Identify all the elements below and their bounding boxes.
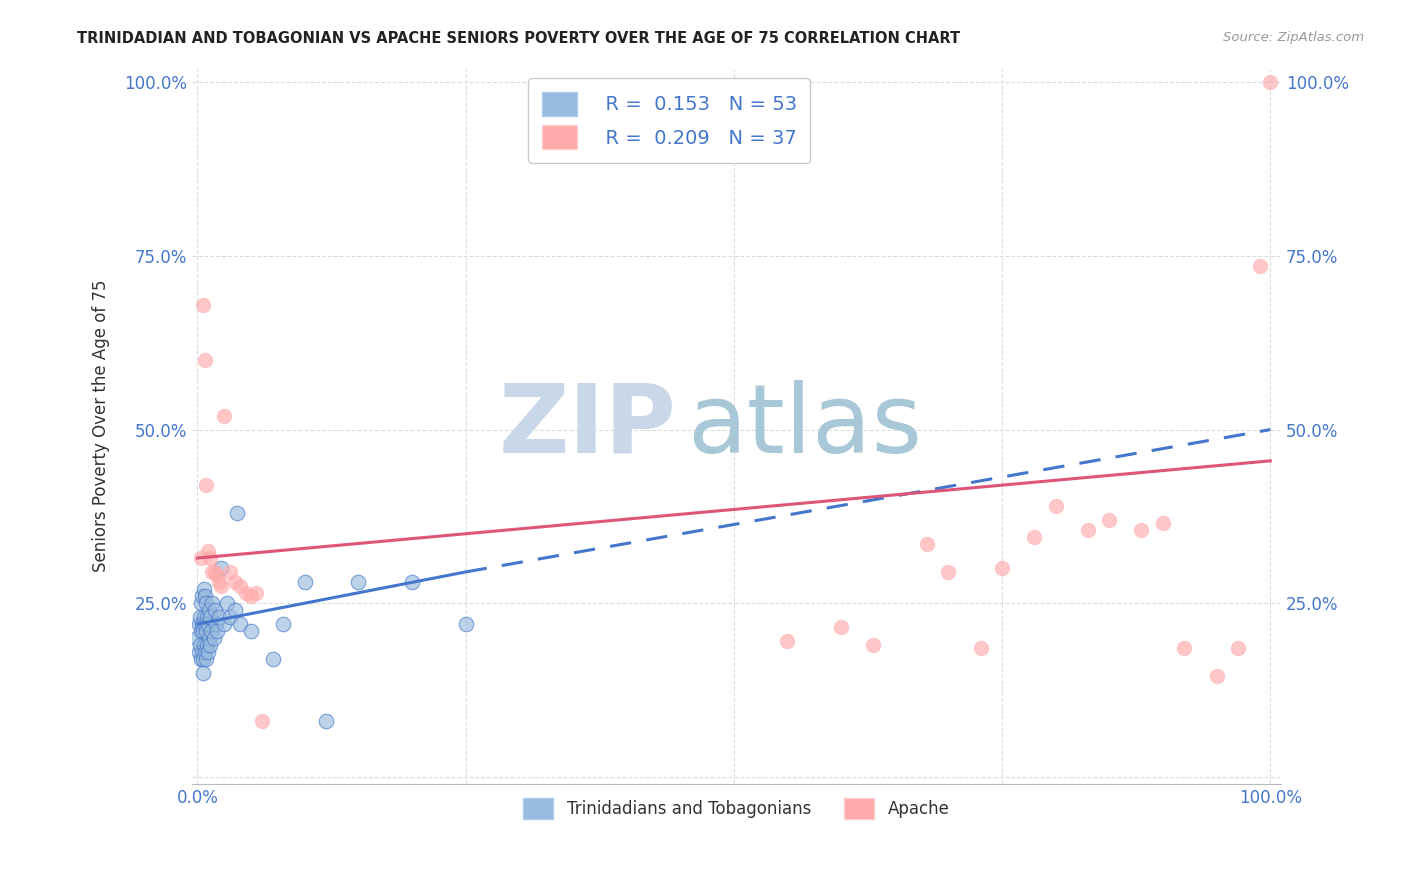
Point bbox=[830, 620, 852, 634]
Point bbox=[208, 610, 231, 624]
Point bbox=[226, 506, 249, 520]
Point bbox=[198, 603, 221, 617]
Point bbox=[938, 565, 960, 579]
Point bbox=[190, 645, 212, 659]
Point bbox=[1205, 669, 1227, 683]
Legend: Trinidadians and Tobagonians, Apache: Trinidadians and Tobagonians, Apache bbox=[517, 792, 956, 825]
Point bbox=[294, 575, 316, 590]
Point bbox=[240, 624, 263, 638]
Point bbox=[454, 617, 477, 632]
Point bbox=[187, 645, 209, 659]
Point bbox=[197, 617, 219, 632]
Point bbox=[1045, 499, 1067, 513]
Point bbox=[202, 631, 225, 645]
Text: TRINIDADIAN AND TOBAGONIAN VS APACHE SENIORS POVERTY OVER THE AGE OF 75 CORRELAT: TRINIDADIAN AND TOBAGONIAN VS APACHE SEN… bbox=[77, 31, 960, 46]
Point bbox=[186, 631, 208, 645]
Point bbox=[200, 638, 222, 652]
Point bbox=[190, 617, 212, 632]
Point bbox=[195, 596, 218, 610]
Point bbox=[195, 638, 218, 652]
Point bbox=[191, 297, 214, 311]
Point bbox=[224, 603, 246, 617]
Point bbox=[208, 575, 231, 590]
Point bbox=[197, 544, 219, 558]
Point bbox=[224, 575, 246, 590]
Point bbox=[187, 617, 209, 632]
Point bbox=[315, 714, 337, 729]
Point bbox=[214, 409, 236, 423]
Point bbox=[198, 631, 221, 645]
Point bbox=[194, 617, 217, 632]
Point bbox=[1152, 516, 1174, 531]
Point bbox=[195, 478, 218, 492]
Point bbox=[218, 565, 240, 579]
Point bbox=[1258, 75, 1281, 89]
Point bbox=[193, 638, 215, 652]
Text: ZIP: ZIP bbox=[499, 380, 676, 473]
Point bbox=[194, 589, 217, 603]
Point bbox=[188, 610, 211, 624]
Point bbox=[1130, 523, 1153, 537]
Point bbox=[915, 537, 938, 551]
Point bbox=[262, 652, 284, 666]
Point bbox=[201, 596, 224, 610]
Point bbox=[190, 624, 212, 638]
Point bbox=[194, 353, 217, 368]
Point bbox=[271, 617, 294, 632]
Point bbox=[235, 586, 257, 600]
Point bbox=[190, 652, 212, 666]
Point bbox=[191, 624, 214, 638]
Point bbox=[200, 624, 222, 638]
Point bbox=[1098, 513, 1121, 527]
Point bbox=[1173, 641, 1195, 656]
Point bbox=[250, 714, 273, 729]
Point bbox=[205, 624, 228, 638]
Text: atlas: atlas bbox=[688, 380, 922, 473]
Point bbox=[195, 652, 218, 666]
Point bbox=[201, 565, 224, 579]
Text: Source: ZipAtlas.com: Source: ZipAtlas.com bbox=[1223, 31, 1364, 45]
Point bbox=[245, 586, 267, 600]
Point bbox=[776, 634, 799, 648]
Y-axis label: Seniors Poverty Over the Age of 75: Seniors Poverty Over the Age of 75 bbox=[93, 280, 110, 573]
Point bbox=[190, 596, 212, 610]
Point bbox=[195, 610, 218, 624]
Point bbox=[197, 645, 219, 659]
Point bbox=[1077, 523, 1099, 537]
Point bbox=[229, 579, 252, 593]
Point bbox=[204, 617, 226, 632]
Point bbox=[200, 551, 222, 566]
Point bbox=[1024, 530, 1046, 544]
Point bbox=[1249, 260, 1271, 274]
Point bbox=[969, 641, 991, 656]
Point bbox=[401, 575, 423, 590]
Point bbox=[194, 645, 217, 659]
Point bbox=[217, 596, 239, 610]
Point bbox=[991, 561, 1014, 575]
Point bbox=[190, 589, 212, 603]
Point bbox=[193, 582, 215, 597]
Point bbox=[190, 551, 212, 566]
Point bbox=[195, 624, 218, 638]
Point bbox=[240, 589, 263, 603]
Point bbox=[191, 665, 214, 680]
Point bbox=[229, 617, 252, 632]
Point bbox=[214, 617, 236, 632]
Point bbox=[204, 603, 226, 617]
Point bbox=[862, 638, 884, 652]
Point bbox=[347, 575, 370, 590]
Point bbox=[204, 565, 226, 579]
Point bbox=[205, 568, 228, 582]
Point bbox=[191, 652, 214, 666]
Point bbox=[188, 638, 211, 652]
Point bbox=[193, 610, 215, 624]
Point bbox=[209, 579, 232, 593]
Point bbox=[218, 610, 240, 624]
Point bbox=[200, 610, 222, 624]
Point bbox=[1227, 641, 1250, 656]
Point bbox=[209, 561, 232, 575]
